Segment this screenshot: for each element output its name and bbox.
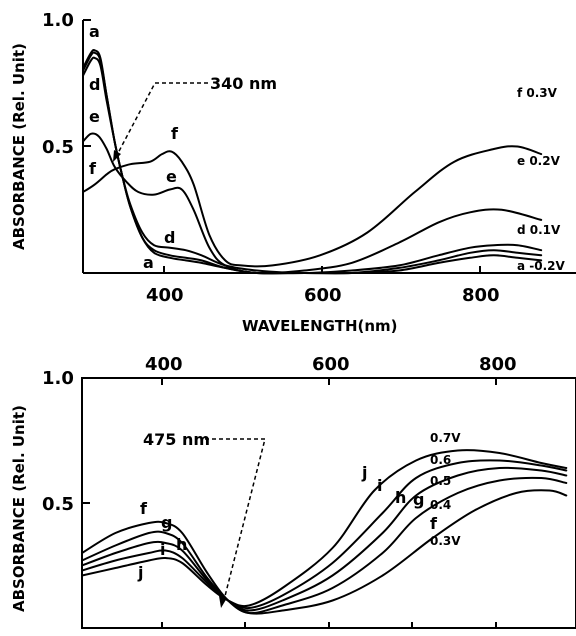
annotation-340-arrowhead [113,150,121,162]
top-series-d [82,56,543,274]
bottom-y-axis-title: ABSORBANCE (Rel. Unit) [10,405,28,612]
top-label-d-left: d [89,75,100,94]
top-series-e [82,132,543,275]
bottom-x-tick-label-400: 400 [145,354,183,375]
annotation-475-arrowhead [219,596,227,608]
annotation-340-label: 340 nm [210,74,277,93]
top-series-f [82,145,543,268]
bottom-y-tick-label-1: 1.0 [42,368,74,389]
bottom-label-g-right: g [413,490,424,509]
top-label-f-left: f [89,159,97,178]
bottom-label-j-left: j [137,563,143,582]
top-y-axis-title: ABSORBANCE (Rel. Unit) [10,43,28,250]
bottom-voltage-label-05: 0.5 [430,474,451,488]
annotation-340-leader [116,82,208,156]
bottom-label-f-right: f [430,514,438,533]
bottom-label-f-left: f [140,499,148,518]
top-label-e-left: e [89,107,100,126]
bottom-label-i-right: i [377,476,382,495]
top-x-tick-label-400: 400 [146,285,184,306]
bottom-y-tick-label-05: 0.5 [42,494,74,515]
top-voltage-label-d: d 0.1V [517,223,561,237]
bottom-x-tick-label-600: 600 [312,354,350,375]
bottom-label-j-right: j [361,463,367,482]
bottom-series-f [81,489,568,615]
top-x-tick-label-600: 600 [304,285,342,306]
bottom-series-j [81,449,568,608]
top-voltage-label-a: a -0.2V [517,259,566,273]
bottom-spectra-panel: 1.0 0.5 400 600 800 ABSORBANCE (Rel. Uni… [10,354,576,629]
top-series-a [82,51,543,275]
bottom-x-tick-label-800: 800 [479,354,517,375]
top-label-a-mid: a [143,253,154,272]
top-curves-group [82,48,543,275]
bottom-voltage-label-06: 0.6 [430,453,451,467]
bottom-voltage-label-03: 0.3V [430,534,461,548]
top-y-tick-label-05: 0.5 [42,137,74,158]
annotation-475-leader [205,438,266,601]
annotation-475-label: 475 nm [143,430,210,449]
top-voltage-label-f: f 0.3V [517,86,558,100]
top-label-e-mid: e [166,167,177,186]
bottom-voltage-label-04: 0.4 [430,498,451,512]
top-label-d-mid: d [164,228,175,247]
bottom-label-g-left: g [161,513,172,532]
top-y-tick-label-1: 1.0 [42,10,74,31]
bottom-label-h-left: h [176,535,187,554]
top-label-f-mid: f [171,124,179,143]
bottom-curves-group [81,449,568,615]
bottom-series-h [81,466,568,612]
bottom-voltage-label-07: 0.7V [430,431,461,445]
top-voltage-label-e: e 0.2V [517,154,561,168]
top-x-axis-title: WAVELENGTH(nm) [242,317,398,335]
top-x-tick-label-800: 800 [462,285,500,306]
bottom-series-g [81,476,568,615]
bottom-series-i [81,459,568,610]
top-label-a: a [89,22,100,41]
top-spectra-panel: 1.0 0.5 400 600 800 ABSORBANCE (Rel. Uni… [10,10,576,335]
bottom-label-h-right: h [395,488,406,507]
bottom-label-i-left: i [160,540,165,559]
